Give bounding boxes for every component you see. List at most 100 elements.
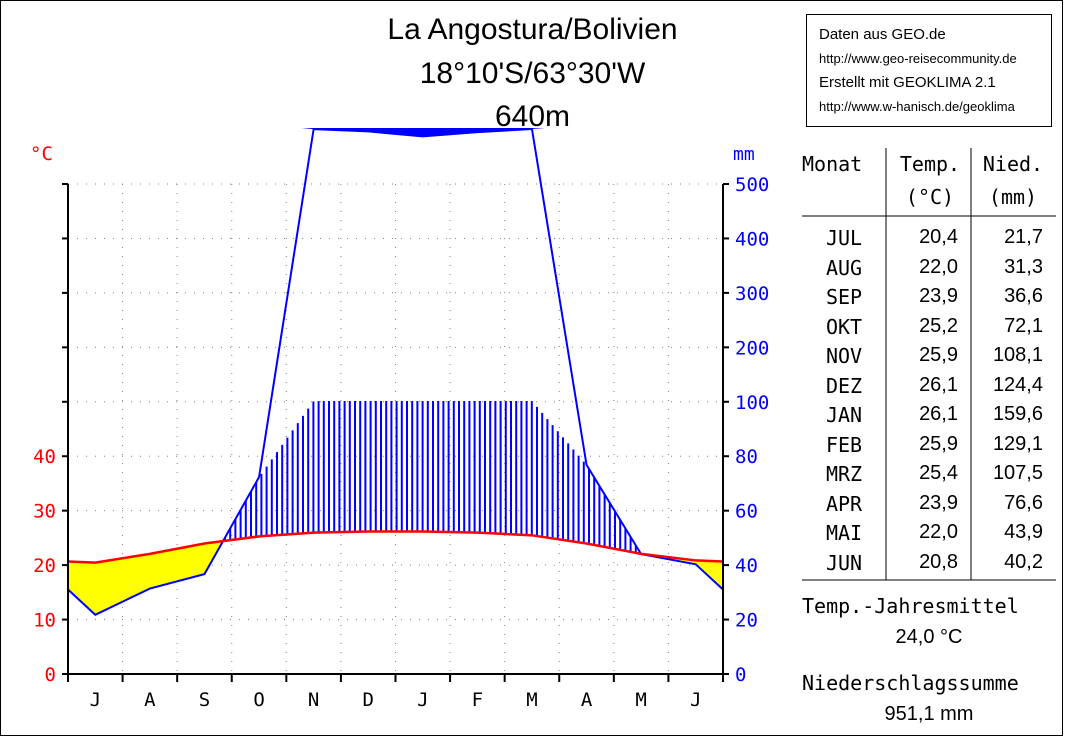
grid-dot bbox=[395, 661, 396, 662]
grid-dot bbox=[509, 346, 510, 348]
grid-dot bbox=[176, 510, 177, 512]
grid-dot bbox=[221, 237, 222, 239]
grid-dot bbox=[449, 310, 451, 311]
grid-dot bbox=[212, 346, 213, 348]
grid-dot bbox=[158, 510, 159, 512]
grid-dot bbox=[320, 346, 321, 348]
grid-dot bbox=[285, 580, 287, 581]
grid-dot bbox=[455, 346, 456, 348]
grid-dot bbox=[285, 481, 287, 482]
grid-dot bbox=[320, 401, 321, 403]
grid-dot bbox=[340, 553, 342, 554]
source-link-geo[interactable]: http://www.geo-reisecommunity.de bbox=[819, 51, 1017, 66]
grid-dot bbox=[395, 391, 396, 392]
grid-dot bbox=[581, 346, 582, 348]
grid-dot bbox=[356, 237, 357, 239]
grid-dot bbox=[248, 292, 249, 294]
grid-dot bbox=[167, 237, 168, 239]
grid-dot bbox=[122, 490, 124, 491]
grid-dot bbox=[212, 237, 213, 239]
grid-dot bbox=[122, 382, 124, 383]
grid-dot bbox=[302, 346, 303, 348]
table-cell-temp: 25,9 bbox=[919, 344, 958, 366]
grid-dot bbox=[698, 292, 699, 294]
grid-dot bbox=[449, 202, 451, 203]
grid-dot bbox=[231, 355, 233, 356]
grid-dot bbox=[613, 211, 615, 212]
grid-dot bbox=[581, 183, 582, 185]
grid-dot bbox=[667, 607, 669, 608]
grid-dot bbox=[176, 445, 178, 446]
table-cell-temp: 26,1 bbox=[919, 373, 958, 396]
grid-dot bbox=[667, 490, 669, 491]
grid-dot bbox=[176, 643, 178, 644]
right-tick-label: 20 bbox=[735, 610, 758, 632]
grid-dot bbox=[392, 346, 393, 348]
grid-dot bbox=[167, 455, 168, 457]
grid-dot bbox=[667, 499, 669, 500]
grid-dot bbox=[613, 490, 615, 491]
grid-dot bbox=[395, 616, 396, 617]
grid-dot bbox=[104, 455, 105, 457]
grid-dot bbox=[285, 247, 287, 248]
grid-dot bbox=[428, 183, 429, 185]
grid-dot bbox=[667, 472, 669, 473]
grid-dot bbox=[545, 292, 546, 294]
grid-dot bbox=[504, 310, 506, 311]
grid-dot bbox=[248, 619, 249, 621]
grid-dot bbox=[231, 571, 233, 572]
dry-season-fill bbox=[68, 561, 96, 615]
grid-dot bbox=[667, 409, 669, 410]
grid-dot bbox=[340, 454, 342, 455]
grid-dot bbox=[329, 183, 330, 185]
grid-dot bbox=[365, 292, 366, 294]
grid-dot bbox=[285, 526, 287, 527]
grid-dot bbox=[662, 564, 663, 566]
grid-dot bbox=[275, 401, 276, 403]
grid-dot bbox=[581, 292, 582, 294]
wet-season-area bbox=[224, 401, 637, 553]
grid-dot bbox=[504, 616, 506, 617]
table-cell-prec: 124,4 bbox=[992, 373, 1043, 396]
grid-dot bbox=[449, 472, 451, 473]
grid-dot bbox=[285, 265, 287, 266]
grid-dot bbox=[231, 202, 233, 203]
grid-dot bbox=[504, 634, 506, 635]
grid-dot bbox=[257, 401, 258, 403]
grid-dot bbox=[340, 517, 342, 518]
grid-dot bbox=[340, 580, 342, 581]
grid-dot bbox=[491, 564, 492, 566]
grid-dot bbox=[231, 427, 233, 428]
grid-dot bbox=[302, 619, 303, 621]
grid-dot bbox=[509, 564, 510, 566]
grid-dot bbox=[340, 193, 342, 194]
source-link-geoklima[interactable]: http://www.w-hanisch.de/geoklima bbox=[819, 99, 1015, 114]
grid-dot bbox=[667, 184, 669, 185]
grid-dot bbox=[449, 544, 451, 545]
grid-dot bbox=[626, 292, 627, 294]
grid-dot bbox=[599, 619, 600, 621]
grid-dot bbox=[340, 643, 342, 644]
grid-dot bbox=[176, 265, 178, 266]
grid-dot bbox=[285, 400, 287, 401]
grid-dot bbox=[149, 346, 150, 348]
grid-dot bbox=[395, 472, 396, 473]
grid-dot bbox=[122, 301, 124, 302]
grid-dot bbox=[473, 401, 474, 403]
grid-dot bbox=[176, 355, 178, 356]
grid-dot bbox=[482, 510, 483, 512]
grid-dot bbox=[667, 580, 669, 581]
grid-dot bbox=[340, 319, 342, 320]
grid-dot bbox=[231, 580, 233, 581]
grid-dot bbox=[449, 499, 451, 500]
grid-dot bbox=[613, 643, 615, 644]
grid-dot bbox=[167, 346, 168, 348]
grid-dot bbox=[446, 237, 447, 239]
grid-dot bbox=[365, 183, 366, 185]
grid-dot bbox=[140, 510, 141, 512]
grid-dot bbox=[626, 564, 627, 566]
grid-dot bbox=[482, 237, 483, 239]
grid-dot bbox=[77, 346, 78, 348]
grid-dot bbox=[122, 661, 124, 662]
grid-dot bbox=[613, 553, 615, 554]
